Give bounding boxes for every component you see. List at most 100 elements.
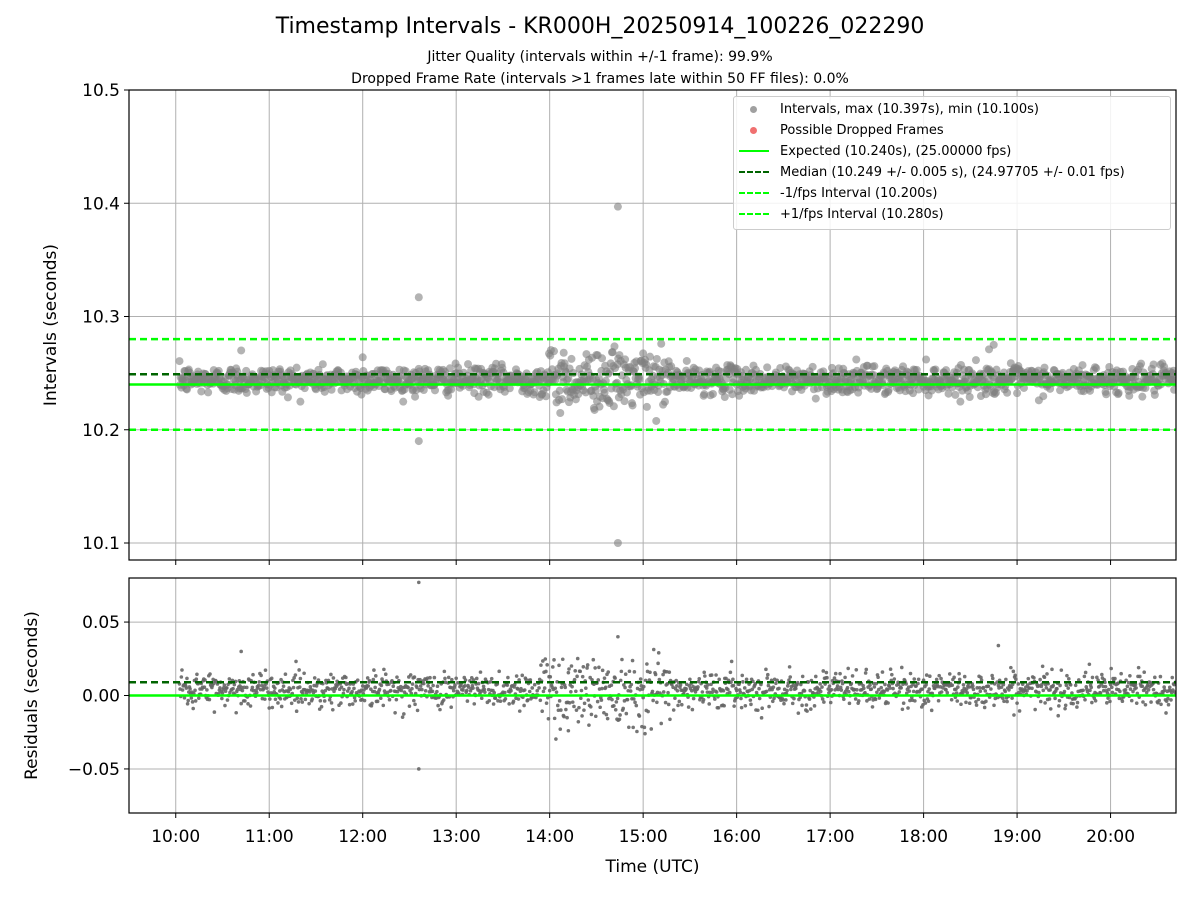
data-point	[461, 688, 465, 692]
data-point	[552, 716, 557, 721]
data-point	[1118, 689, 1122, 694]
y-tick-label: 10.4	[82, 194, 120, 214]
data-point	[383, 672, 388, 677]
data-point	[569, 690, 573, 694]
data-point	[243, 699, 247, 703]
data-point	[505, 683, 510, 687]
data-point	[1003, 689, 1008, 694]
data-point	[627, 669, 632, 674]
data-point	[289, 701, 294, 706]
data-point	[599, 698, 604, 702]
data-point	[1048, 707, 1053, 711]
data-point	[671, 708, 676, 712]
data-point	[911, 689, 916, 694]
data-point	[1057, 704, 1061, 708]
data-point	[808, 707, 813, 711]
data-point	[765, 672, 770, 677]
data-point	[497, 669, 501, 674]
data-point	[989, 687, 993, 691]
data-point	[892, 677, 897, 681]
residuals-panel-plot-area	[129, 580, 1176, 771]
data-point	[240, 688, 245, 693]
data-point	[503, 697, 508, 701]
data-point	[818, 689, 823, 694]
data-point	[558, 395, 567, 404]
outlier-point	[566, 728, 571, 733]
data-point	[543, 657, 548, 661]
data-point	[483, 690, 487, 694]
data-point	[1045, 672, 1049, 676]
data-point	[906, 706, 910, 710]
data-point	[1109, 666, 1113, 671]
data-point	[707, 702, 712, 706]
data-point	[544, 669, 548, 674]
data-point	[1075, 705, 1079, 709]
data-point	[908, 671, 913, 676]
data-point	[570, 700, 575, 704]
x-tick-label: 18:00	[899, 827, 948, 847]
dropped-frame-subtitle: Dropped Frame Rate (intervals >1 frames …	[351, 71, 849, 87]
data-point	[777, 686, 781, 691]
data-point	[283, 393, 292, 402]
data-point	[294, 709, 299, 714]
data-point	[812, 704, 817, 708]
data-point	[641, 684, 646, 689]
data-point	[691, 696, 696, 701]
data-point	[863, 690, 867, 695]
data-point	[276, 701, 280, 705]
data-point	[642, 402, 651, 411]
data-point	[770, 699, 775, 704]
data-point	[1146, 688, 1151, 692]
data-point	[721, 688, 726, 693]
data-point	[1134, 701, 1139, 705]
data-point	[1014, 677, 1018, 681]
data-point	[914, 684, 918, 688]
data-point	[628, 401, 637, 410]
y-tick-label: 0.00	[82, 687, 120, 707]
data-point	[232, 682, 237, 687]
data-point	[220, 691, 225, 695]
data-point	[514, 674, 519, 678]
data-point	[1067, 677, 1071, 681]
data-point	[575, 656, 580, 661]
data-point	[787, 678, 791, 682]
data-point	[853, 697, 858, 701]
data-point	[886, 701, 890, 705]
data-point	[724, 676, 728, 681]
data-point	[682, 356, 691, 365]
data-point	[677, 699, 682, 704]
data-point	[924, 682, 928, 687]
data-point	[1062, 689, 1067, 694]
data-point	[990, 673, 994, 678]
data-point	[920, 687, 925, 691]
data-point	[956, 685, 960, 689]
data-point	[852, 355, 861, 364]
data-point	[1059, 668, 1064, 672]
data-point	[984, 699, 988, 704]
data-point	[1102, 390, 1111, 399]
intervals-panel-plot-area	[129, 202, 1176, 548]
data-point	[242, 388, 251, 397]
data-point	[1001, 682, 1006, 687]
data-point	[441, 698, 446, 702]
data-point	[631, 725, 635, 730]
data-point	[350, 702, 355, 706]
data-point	[885, 688, 890, 692]
data-point	[1009, 665, 1013, 670]
data-point	[352, 695, 357, 700]
data-point	[554, 737, 558, 741]
data-point	[704, 686, 709, 690]
data-point	[413, 702, 417, 707]
outlier-point	[985, 345, 994, 354]
data-point	[381, 703, 386, 708]
data-point	[415, 685, 419, 690]
data-point	[740, 673, 745, 678]
data-point	[1129, 698, 1134, 703]
data-point	[824, 670, 829, 675]
data-point	[1013, 389, 1022, 398]
data-point	[916, 677, 921, 682]
data-point	[387, 697, 392, 702]
data-point	[828, 700, 833, 705]
data-point	[180, 668, 184, 672]
data-point	[1125, 684, 1130, 689]
